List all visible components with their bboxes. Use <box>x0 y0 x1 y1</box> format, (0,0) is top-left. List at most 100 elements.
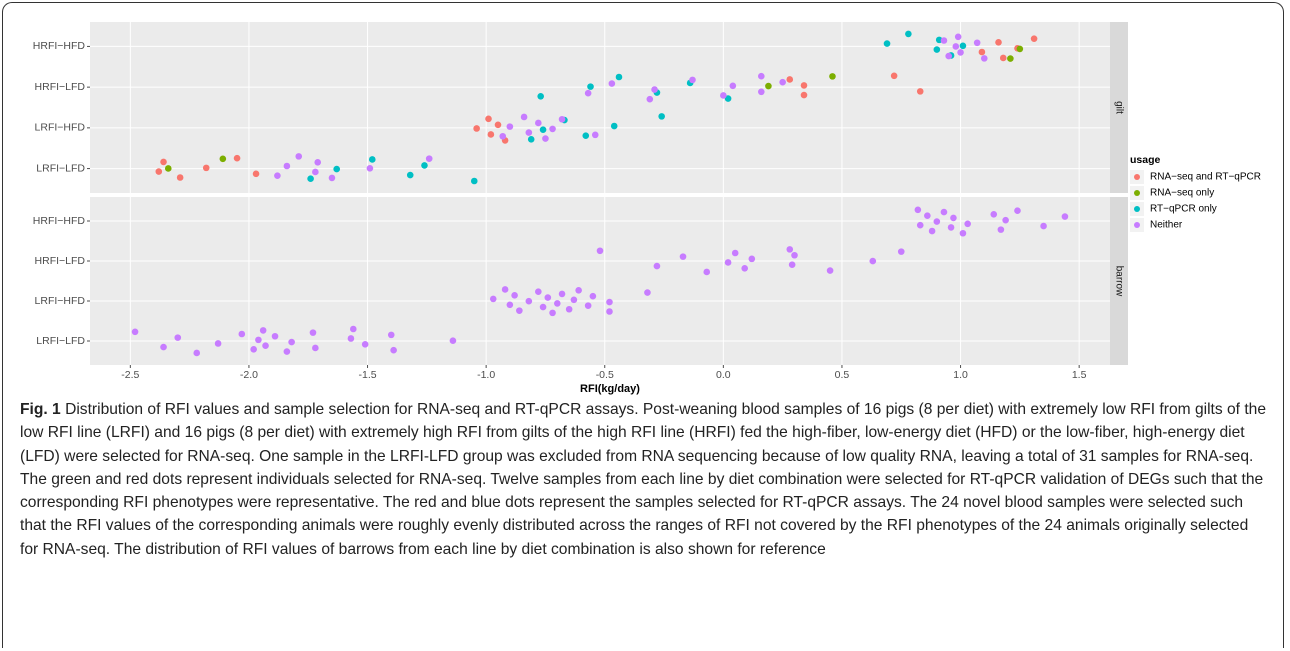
data-point <box>1016 45 1024 53</box>
data-point <box>914 206 922 214</box>
data-point <box>1002 216 1009 224</box>
data-point <box>542 135 549 142</box>
data-point <box>924 212 931 219</box>
data-point <box>916 88 924 95</box>
data-point <box>558 290 566 298</box>
data-point <box>193 349 201 357</box>
data-point <box>653 262 661 270</box>
data-point <box>361 341 369 348</box>
data-point <box>608 80 616 87</box>
data-point <box>262 342 269 350</box>
legend-title: usage <box>1130 154 1161 166</box>
data-point <box>897 248 905 255</box>
data-point <box>724 95 732 102</box>
panel-background <box>90 22 1110 193</box>
data-point <box>606 308 613 315</box>
data-point <box>155 168 163 175</box>
data-point <box>786 76 794 83</box>
data-point <box>980 55 988 62</box>
data-point <box>615 73 623 81</box>
data-point <box>368 156 376 163</box>
data-point <box>729 82 737 90</box>
legend-label: RNA−seq and RT−qPCR <box>1150 172 1261 183</box>
data-point <box>347 335 355 342</box>
data-point <box>160 158 167 166</box>
data-point <box>295 153 303 160</box>
data-point <box>748 255 756 263</box>
data-point <box>945 52 952 60</box>
data-point <box>741 265 748 272</box>
data-point <box>176 174 184 181</box>
data-point <box>990 211 998 218</box>
data-point <box>131 328 139 336</box>
data-point <box>1014 207 1021 214</box>
data-point <box>202 164 210 172</box>
data-point <box>333 165 340 173</box>
data-point <box>928 227 936 235</box>
legend-label: RT−qPCR only <box>1150 204 1217 215</box>
data-point <box>596 247 604 255</box>
data-point <box>511 292 518 299</box>
data-point <box>589 292 597 300</box>
data-point <box>905 30 912 38</box>
data-point <box>940 208 948 216</box>
data-point <box>952 43 960 50</box>
chart: RFI(kg/day) LRFI−LFD LRFI−HFD HRFI−LFD HRFI… <box>33 22 1261 395</box>
data-point <box>758 72 765 80</box>
data-point <box>485 115 492 123</box>
caption-label: Fig. 1 <box>20 401 61 418</box>
data-point <box>933 46 941 53</box>
data-point <box>549 309 556 317</box>
data-point <box>537 92 544 100</box>
y-tick-label: HRFI−HFD <box>33 215 86 227</box>
data-point <box>957 49 964 56</box>
data-point <box>449 337 457 345</box>
x-tick-label: -2.5 <box>121 369 139 381</box>
data-point <box>575 287 582 294</box>
facet-strip <box>1110 197 1128 365</box>
data-point <box>307 175 314 183</box>
data-point <box>259 327 267 334</box>
data-point <box>689 76 696 84</box>
y-tick-label: LRFI−HFD <box>35 122 86 134</box>
data-point <box>758 88 765 96</box>
data-point <box>869 257 877 265</box>
data-point <box>883 40 891 47</box>
data-point <box>506 301 514 309</box>
data-point <box>1030 35 1038 42</box>
data-point <box>535 288 542 295</box>
data-point <box>314 159 322 166</box>
data-point <box>651 86 658 93</box>
data-point <box>978 48 986 56</box>
data-point <box>916 221 924 229</box>
data-point <box>489 295 497 303</box>
data-point <box>527 136 535 143</box>
data-point <box>731 249 739 257</box>
facet-label: gilt <box>1113 101 1124 114</box>
data-point <box>591 131 599 139</box>
data-point <box>964 220 971 228</box>
data-point <box>788 261 796 269</box>
x-tick-label: 1.5 <box>1072 369 1087 381</box>
data-point <box>421 162 428 169</box>
data-point <box>271 332 279 340</box>
data-point <box>826 267 834 274</box>
data-point <box>959 42 967 50</box>
y-tick-label: HRFI−HFD <box>33 40 86 52</box>
x-tick-label: -2.0 <box>240 369 258 381</box>
x-tick-label: 0.0 <box>716 369 731 381</box>
y-tick-label: LRFI−LFD <box>36 162 85 174</box>
data-point <box>494 121 502 129</box>
data-point <box>997 226 1005 233</box>
legend-swatch <box>1134 222 1140 228</box>
data-point <box>786 246 794 253</box>
data-point <box>525 129 533 136</box>
data-point <box>800 82 808 89</box>
data-point <box>214 340 222 347</box>
data-point <box>973 39 981 47</box>
data-point <box>288 338 295 346</box>
data-point <box>425 155 433 162</box>
data-point <box>558 115 566 123</box>
data-point <box>584 89 592 97</box>
